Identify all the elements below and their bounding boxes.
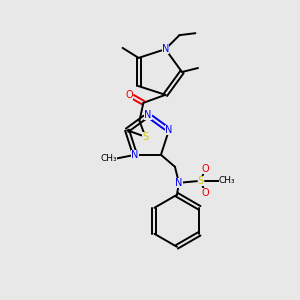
Text: S: S — [142, 132, 148, 142]
Text: O: O — [126, 90, 133, 100]
Text: S: S — [198, 176, 204, 186]
Text: O: O — [201, 188, 209, 198]
Text: N: N — [175, 178, 183, 188]
Text: N: N — [144, 110, 152, 120]
Text: N: N — [162, 44, 169, 54]
Text: CH₃: CH₃ — [219, 176, 235, 185]
Text: O: O — [201, 164, 209, 174]
Text: CH₃: CH₃ — [101, 154, 117, 163]
Text: N: N — [131, 150, 139, 160]
Text: N: N — [165, 125, 172, 135]
